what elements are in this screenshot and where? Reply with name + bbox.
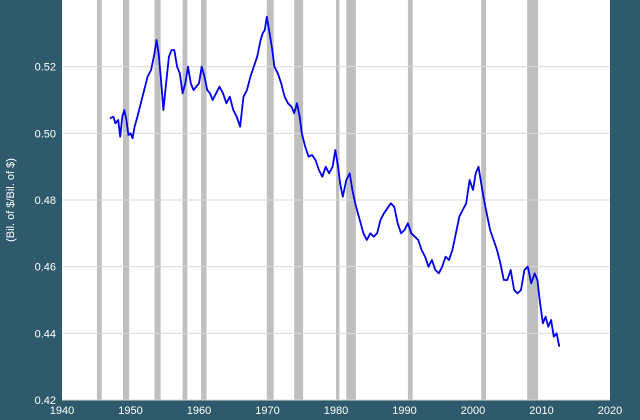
x-tick-label: 1960 xyxy=(187,405,211,417)
y-tick-label: 0.48 xyxy=(35,195,56,207)
x-tick-label: 1990 xyxy=(392,405,416,417)
x-tick-label: 1970 xyxy=(255,405,279,417)
y-tick-label: 0.50 xyxy=(35,128,56,140)
x-tick-label: 2000 xyxy=(461,405,485,417)
x-tick-label: 1940 xyxy=(50,405,74,417)
x-axis-ticks: 1940 1950 1960 1970 1980 1990 2000 2010 2020 xyxy=(50,405,622,417)
x-tick-label: 1950 xyxy=(118,405,142,417)
y-tick-label: 0.44 xyxy=(35,328,56,340)
y-tick-label: 0.42 xyxy=(35,395,56,407)
x-tick-label: 1980 xyxy=(324,405,348,417)
y-tick-label: 0.52 xyxy=(35,62,56,74)
x-tick-label: 2010 xyxy=(529,405,553,417)
gridlines xyxy=(62,66,610,401)
x-tick-label: 2020 xyxy=(598,405,622,417)
y-axis-label: (Bil. of $/Bil. of $) xyxy=(5,158,17,242)
y-tick-label: 0.46 xyxy=(35,262,56,274)
y-axis-ticks: 0.42 0.44 0.46 0.48 0.50 0.52 xyxy=(35,62,56,407)
series-line xyxy=(109,15,561,347)
